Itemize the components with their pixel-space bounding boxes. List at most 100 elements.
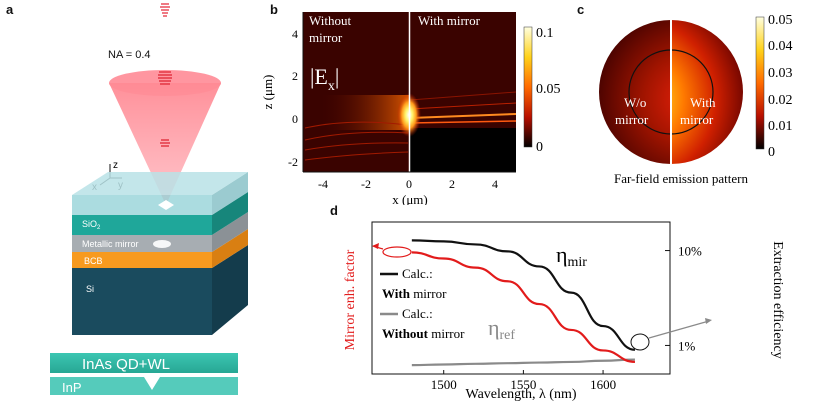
c-colorbar <box>755 16 765 150</box>
c-labels: W/o mirror With mirror <box>615 95 716 127</box>
panel-b-field-map: Without mirror With mirror |Ex| -4 -2 0 … <box>260 12 560 205</box>
emission-wavelet-low <box>160 139 170 147</box>
svg-text:2: 2 <box>449 177 455 191</box>
svg-text:0.04: 0.04 <box>768 39 793 54</box>
panel-b-label: b <box>270 2 278 17</box>
layer-sio2 <box>72 172 248 215</box>
svg-text:0.05: 0.05 <box>536 82 560 97</box>
d-xtick-label-0: 1500 <box>431 377 457 392</box>
black-series-marker-circle <box>630 333 650 351</box>
svg-text:0.03: 0.03 <box>768 66 793 81</box>
svg-text:With: With <box>690 95 716 110</box>
d-xtick-label-1: 1550 <box>510 377 536 392</box>
svg-text:0.05: 0.05 <box>768 13 793 28</box>
label-sio2: SiO2 <box>82 219 101 231</box>
b-colorbar-ticks: 0.1 0.05 0 <box>536 26 560 155</box>
d-xticks: 1500 1550 1600 <box>431 370 616 392</box>
d-series-group <box>411 239 636 367</box>
farfield-without-mirror <box>599 20 671 164</box>
series-line-0 <box>411 239 636 351</box>
svg-text:2: 2 <box>292 69 298 83</box>
d-legend: Calc.: With mirror Calc.: Without mirror <box>380 266 465 341</box>
farfield-with-mirror <box>671 20 743 164</box>
na-label: NA = 0.4 <box>108 49 151 61</box>
field-label: |Ex| <box>310 64 339 94</box>
svg-text:4: 4 <box>492 177 498 191</box>
excitation-beam-cone <box>109 83 221 205</box>
svg-text:0: 0 <box>536 140 543 155</box>
d-xtick-label-2: 1600 <box>590 377 616 392</box>
d-ylabel-left: Mirror enh. factor <box>343 249 358 350</box>
legend-without: Without mirror <box>382 326 465 341</box>
mirror-region <box>410 128 516 172</box>
label-metallic-mirror: Metallic mirror <box>82 239 139 249</box>
emission-wavelet-top <box>160 3 170 17</box>
field-glow-left <box>320 95 410 130</box>
b-xticks: -4 -2 0 2 4 <box>318 177 498 191</box>
label-si: Si <box>86 284 94 294</box>
series-line-2 <box>411 251 635 363</box>
svg-text:-2: -2 <box>361 177 371 191</box>
svg-text:4: 4 <box>292 27 298 41</box>
label-bcb: BCB <box>84 256 103 266</box>
svg-text:0: 0 <box>292 112 298 126</box>
panel-c-label: c <box>577 2 585 17</box>
emission-wavelet-mid <box>158 71 172 85</box>
svg-text:0.1: 0.1 <box>536 26 554 41</box>
eta-ref-label: ηref <box>488 315 515 343</box>
gray-arrowhead-icon <box>705 318 712 324</box>
svg-text:0.01: 0.01 <box>768 119 793 134</box>
d-rtick-label-0: 10% <box>678 244 702 259</box>
svg-text:0.02: 0.02 <box>768 93 793 108</box>
legend-calc-2: Calc.: <box>402 306 433 321</box>
axis-z-label: z <box>113 160 118 171</box>
d-right-yticks: 10% 1% <box>665 244 702 353</box>
b-colorbar <box>523 26 533 148</box>
d-ylabel-right: Extraction efficiency <box>770 241 785 359</box>
panel-d-label: d <box>330 203 338 218</box>
b-xlabel: x (μm) <box>392 192 428 205</box>
svg-text:-4: -4 <box>318 177 328 191</box>
d-xlabel: Wavelength, λ (nm) <box>465 387 576 402</box>
b-axes <box>302 12 516 173</box>
svg-text:mirror: mirror <box>680 112 714 127</box>
left-title-2: mirror <box>309 30 343 45</box>
svg-text:W/o: W/o <box>624 95 646 110</box>
layer-active <box>72 192 248 235</box>
svg-text:mirror: mirror <box>615 112 649 127</box>
svg-text:0: 0 <box>768 145 775 160</box>
panel-a-label: a <box>6 2 14 17</box>
panel-a-illustration: NA = 0.4 z x y SiO2 Metallic mirror BCB … <box>50 3 248 395</box>
b-ylabel: z (μm) <box>260 75 275 110</box>
layer-si <box>72 245 248 335</box>
qd-glow-spot <box>153 240 171 248</box>
series-line-1 <box>411 358 635 367</box>
legend-with: With mirror <box>382 286 447 301</box>
focus-spot <box>158 200 174 210</box>
red-arrowhead-icon <box>372 243 379 249</box>
d-rtick-label-1: 1% <box>678 338 696 353</box>
layer-metallic-mirror <box>72 212 248 252</box>
eta-mir-label: ηmir <box>556 242 587 270</box>
strip-inas-qd-wl <box>50 353 238 373</box>
red-series-marker-ellipse <box>382 246 412 258</box>
panel-d-chart: 1500 1550 1600 10% 1% ηmir ηref Calc.: With… <box>343 221 785 402</box>
d-plot-frame <box>371 221 671 375</box>
strip-top-label: InAs QD+WL <box>82 356 170 373</box>
layer-bcb <box>72 229 248 268</box>
svg-text:0: 0 <box>406 177 412 191</box>
c-caption: Far-field emission pattern <box>614 171 749 186</box>
field-fringes-right <box>409 91 517 124</box>
right-title: With mirror <box>418 13 481 28</box>
left-title-1: Without <box>309 13 351 28</box>
strip-bottom-label: InP <box>62 380 82 395</box>
strip-inp <box>50 377 238 395</box>
c-colorbar-ticks: 0.05 0.04 0.03 0.02 0.01 0 <box>768 13 793 160</box>
svg-text:-2: -2 <box>288 155 298 169</box>
legend-calc-1: Calc.: <box>402 266 433 281</box>
qd-triangle-icon <box>144 377 160 390</box>
gray-arrow-icon <box>648 320 710 339</box>
field-fringes-left <box>304 121 409 161</box>
panel-c-farfield: W/o mirror With mirror Far-field emissio… <box>599 13 793 186</box>
b-yticks: 4 2 0 -2 <box>288 27 298 169</box>
